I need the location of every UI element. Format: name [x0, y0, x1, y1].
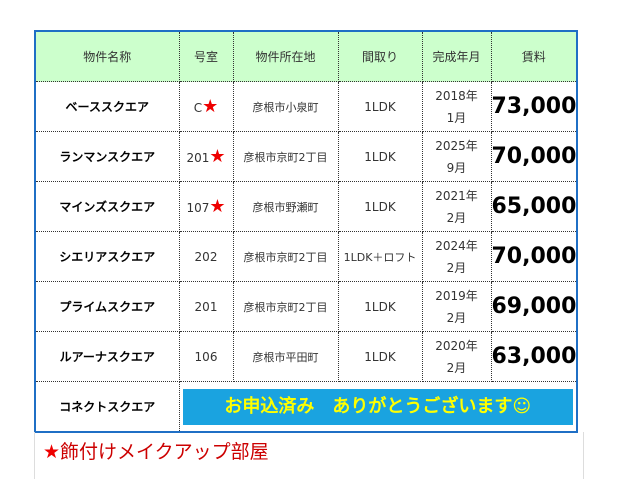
address: 彦根市小泉町	[232, 81, 339, 132]
room-star: ★	[202, 96, 219, 117]
layout: 1LDK＋ロフト	[337, 231, 423, 282]
room: 202	[194, 249, 218, 264]
built-cell: 2020年 2月	[421, 331, 492, 382]
banner-cell: お申込済み ありがとうございます☺	[178, 381, 578, 433]
room-cell: C★	[178, 81, 234, 132]
note-star: ★	[43, 441, 61, 463]
row: ランマンスクエア 201★ 彦根市京町2丁目 1LDK 2025年 9月 70,000	[34, 131, 578, 182]
address: 彦根市京町2丁目	[232, 281, 339, 332]
layout: 1LDK	[337, 181, 423, 232]
room: 107	[186, 201, 210, 215]
room-star: ★	[209, 196, 226, 217]
address: 彦根市野瀬町	[232, 181, 339, 232]
note: ★飾付けメイクアップ部屋	[34, 432, 584, 479]
built-cell: 2019年 2月	[421, 281, 492, 332]
last-row: コネクトスクエア お申込済み ありがとうございます☺	[34, 381, 578, 433]
room-cell: 106	[178, 331, 234, 382]
layout: 1LDK	[337, 281, 423, 332]
room: 201	[186, 151, 210, 165]
address: 彦根市京町2丁目	[232, 131, 339, 182]
address: 彦根市平田町	[232, 331, 339, 382]
row: マインズスクエア 107★ 彦根市野瀬町 1LDK 2021年 2月 65,000	[34, 181, 578, 232]
room-cell: 201★	[178, 131, 234, 182]
layout: 1LDK	[337, 81, 423, 132]
built-line: 2021年	[435, 188, 478, 203]
address: 彦根市京町2丁目	[232, 231, 339, 282]
built-line: 2024年	[435, 238, 478, 253]
room-cell: 202	[178, 231, 234, 282]
row: ベーススクエア C★ 彦根市小泉町 1LDK 2018年 1月 73,000	[34, 81, 578, 132]
property-name: コネクトスクエア	[34, 381, 180, 433]
table-body: ベーススクエア C★ 彦根市小泉町 1LDK 2018年 1月 73,000 ランマンスクエア…	[34, 81, 578, 433]
built-line: 2月	[446, 210, 467, 225]
rent: 63,000	[490, 331, 578, 382]
header-cell: 賃料	[490, 30, 578, 82]
built-cell: 2025年 9月	[421, 131, 492, 182]
built-cell: 2024年 2月	[421, 231, 492, 282]
room: 106	[194, 349, 218, 364]
built-line: 2020年	[435, 338, 478, 353]
built-line: 2018年	[435, 88, 478, 103]
table-wrap: 物件名称 号室 物件所在地 間取り 完成年月 賃料 ベーススクエア C★ 彦根市小泉町 1LDK…	[34, 30, 578, 433]
built-line: 2019年	[435, 288, 478, 303]
property-name: シエリアスクエア	[34, 231, 180, 282]
header-cell: 間取り	[337, 30, 423, 82]
row: ルアーナスクエア 106 彦根市平田町 1LDK 2020年 2月 63,000	[34, 331, 578, 382]
built-line: 2025年	[435, 138, 478, 153]
header-row: 物件名称 号室 物件所在地 間取り 完成年月 賃料	[34, 30, 578, 82]
property-table: 物件名称 号室 物件所在地 間取り 完成年月 賃料 ベーススクエア C★ 彦根市小泉町 1LDK…	[34, 30, 578, 433]
rent: 69,000	[490, 281, 578, 332]
layout: 1LDK	[337, 131, 423, 182]
rent: 73,000	[490, 81, 578, 132]
room: C	[193, 101, 203, 115]
room-cell: 107★	[178, 181, 234, 232]
rent: 70,000	[490, 231, 578, 282]
header-cell: 号室	[178, 30, 234, 82]
room-star: ★	[209, 146, 226, 167]
row: シエリアスクエア 202 彦根市京町2丁目 1LDK＋ロフト 2024年 2月 70,000	[34, 231, 578, 282]
built-line: 2月	[446, 260, 467, 275]
built-cell: 2021年 2月	[421, 181, 492, 232]
property-name: ランマンスクエア	[34, 131, 180, 182]
property-name: プライムスクエア	[34, 281, 180, 332]
note-text: 飾付けメイクアップ部屋	[60, 441, 269, 463]
built-line: 2月	[446, 310, 467, 325]
header-cell: 物件所在地	[232, 30, 339, 82]
rent: 70,000	[490, 131, 578, 182]
built-line: 1月	[446, 110, 467, 125]
row: プライムスクエア 201 彦根市京町2丁目 1LDK 2019年 2月 69,000	[34, 281, 578, 332]
built-cell: 2018年 1月	[421, 81, 492, 132]
property-name: ルアーナスクエア	[34, 331, 180, 382]
property-name: マインズスクエア	[34, 181, 180, 232]
header-cell: 物件名称	[34, 30, 180, 82]
property-name: ベーススクエア	[34, 81, 180, 132]
built-line: 9月	[446, 160, 467, 175]
header-cell: 完成年月	[421, 30, 492, 82]
layout: 1LDK	[337, 331, 423, 382]
banner: お申込済み ありがとうございます☺	[182, 388, 573, 425]
room-cell: 201	[178, 281, 234, 332]
room: 201	[194, 299, 218, 314]
built-line: 2月	[446, 360, 467, 375]
rent: 65,000	[490, 181, 578, 232]
